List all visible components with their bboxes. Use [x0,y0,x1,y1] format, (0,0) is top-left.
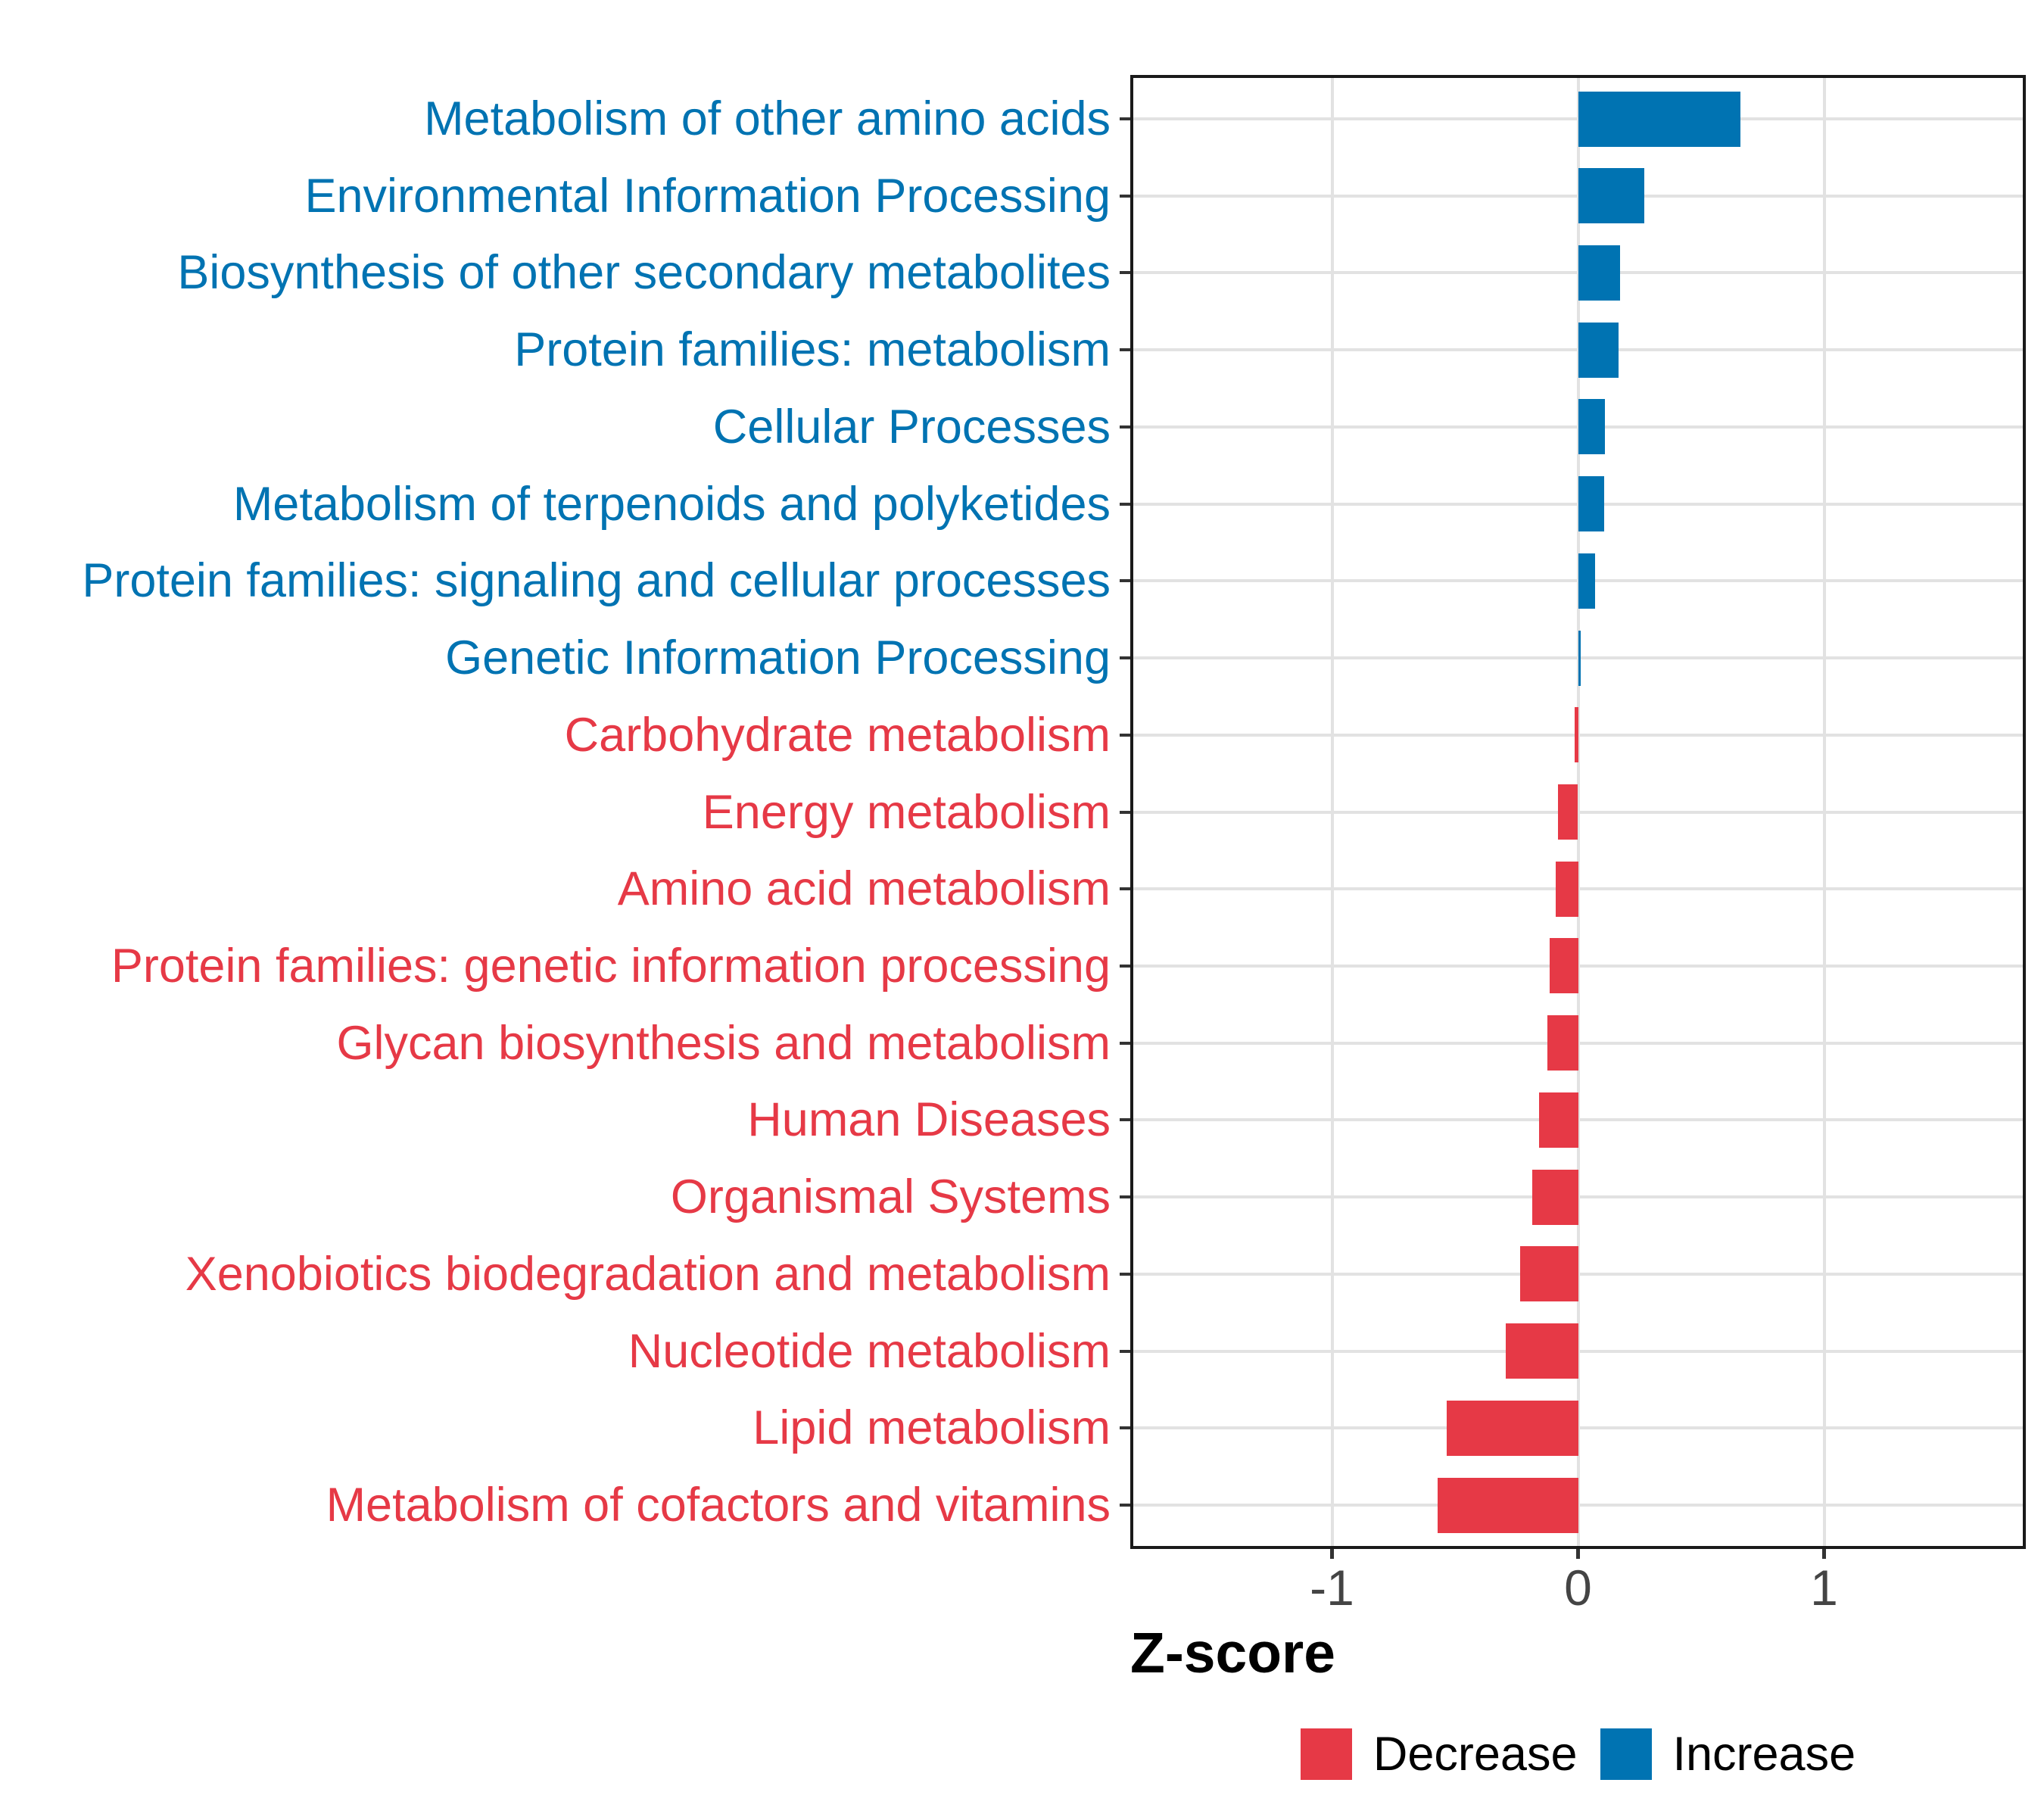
legend-item-increase: Increase [1600,1728,1856,1781]
category-label-cellular-processes: Cellular Processes [712,400,1111,453]
y-tick-energy-metabolism [1120,810,1130,814]
bar-metabolism-of-terpenoids-and-polyketides [1578,476,1604,532]
bar-protein-families-genetic-information-processing [1550,938,1578,994]
bar-cellular-processes [1578,399,1606,455]
category-label-nucleotide-metabolism: Nucleotide metabolism [628,1324,1111,1378]
category-label-energy-metabolism: Energy metabolism [702,785,1111,839]
bar-nucleotide-metabolism [1505,1323,1578,1379]
bar-genetic-information-processing [1578,630,1581,686]
legend: Decrease Increase [1130,1728,2026,1781]
y-tick-human-diseases [1120,1118,1130,1122]
y-tick-carbohydrate-metabolism [1120,733,1130,737]
bar-protein-families-signaling-and-cellular-processes [1578,553,1596,609]
legend-swatch-increase [1600,1728,1652,1780]
category-label-metabolism-of-cofactors-and-vitamins: Metabolism of cofactors and vitamins [326,1479,1111,1532]
gridline-x-1 [1822,75,1826,1549]
category-label-metabolism-of-other-amino-acids: Metabolism of other amino acids [424,92,1111,145]
y-tick-genetic-information-processing [1120,656,1130,660]
x-tick-1 [1822,1549,1826,1559]
x-tick--1 [1330,1549,1334,1559]
category-label-protein-families-signaling-and-cellular-processes: Protein families: signaling and cellular… [82,554,1111,608]
y-tick-protein-families-signaling-and-cellular-processes [1120,579,1130,583]
category-label-glycan-biosynthesis-and-metabolism: Glycan biosynthesis and metabolism [336,1016,1111,1070]
bar-energy-metabolism [1557,784,1578,840]
x-tick-label-0: 0 [1564,1560,1592,1616]
category-label-biosynthesis-of-other-secondary-metabolites: Biosynthesis of other secondary metaboli… [177,246,1111,300]
bar-lipid-metabolism [1446,1400,1578,1456]
y-tick-glycan-biosynthesis-and-metabolism [1120,1041,1130,1045]
category-label-metabolism-of-terpenoids-and-polyketides: Metabolism of terpenoids and polyketides [232,477,1111,531]
bar-xenobiotics-biodegradation-and-metabolism [1520,1246,1578,1302]
y-tick-metabolism-of-other-amino-acids [1120,117,1130,120]
bar-metabolism-of-cofactors-and-vitamins [1438,1477,1578,1533]
x-tick-0 [1576,1549,1580,1559]
category-label-environmental-information-processing: Environmental Information Processing [304,169,1111,223]
x-tick-label-1: 1 [1810,1560,1838,1616]
legend-swatch-decrease [1300,1728,1352,1780]
gridline-x--1 [1330,75,1334,1549]
bar-protein-families-metabolism [1578,322,1619,378]
y-tick-environmental-information-processing [1120,194,1130,198]
category-label-lipid-metabolism: Lipid metabolism [752,1401,1111,1455]
y-tick-xenobiotics-biodegradation-and-metabolism [1120,1272,1130,1276]
category-label-genetic-information-processing: Genetic Information Processing [445,631,1111,685]
legend-label-increase: Increase [1672,1728,1856,1781]
x-axis-title: Z-score [1130,1621,1335,1685]
y-tick-organismal-systems [1120,1195,1130,1199]
category-label-protein-families-genetic-information-processing: Protein families: genetic information pr… [111,939,1111,993]
legend-label-decrease: Decrease [1373,1728,1578,1781]
bar-metabolism-of-other-amino-acids [1578,91,1740,147]
bar-environmental-information-processing [1578,168,1645,224]
category-label-carbohydrate-metabolism: Carbohydrate metabolism [564,708,1111,762]
gridline-x-0 [1576,75,1580,1549]
bar-carbohydrate-metabolism [1574,707,1578,763]
y-tick-protein-families-genetic-information-processing [1120,964,1130,968]
legend-item-decrease: Decrease [1300,1728,1578,1781]
category-label-human-diseases: Human Diseases [747,1093,1111,1147]
y-tick-metabolism-of-cofactors-and-vitamins [1120,1504,1130,1507]
y-tick-lipid-metabolism [1120,1426,1130,1430]
x-tick-label--1: -1 [1310,1560,1354,1616]
category-label-protein-families-metabolism: Protein families: metabolism [514,323,1111,377]
bar-organismal-systems [1532,1169,1578,1225]
bar-glycan-biosynthesis-and-metabolism [1547,1015,1578,1071]
y-tick-cellular-processes [1120,425,1130,429]
y-tick-metabolism-of-terpenoids-and-polyketides [1120,502,1130,506]
bar-biosynthesis-of-other-secondary-metabolites [1578,245,1620,301]
category-label-amino-acid-metabolism: Amino acid metabolism [617,862,1111,916]
bar-amino-acid-metabolism [1556,861,1578,917]
category-label-xenobiotics-biodegradation-and-metabolism: Xenobiotics biodegradation and metabolis… [185,1247,1111,1301]
category-label-organismal-systems: Organismal Systems [670,1170,1111,1224]
y-tick-nucleotide-metabolism [1120,1349,1130,1353]
y-tick-biosynthesis-of-other-secondary-metabolites [1120,271,1130,275]
bar-human-diseases [1538,1092,1578,1148]
y-tick-amino-acid-metabolism [1120,887,1130,891]
y-tick-protein-families-metabolism [1120,348,1130,352]
